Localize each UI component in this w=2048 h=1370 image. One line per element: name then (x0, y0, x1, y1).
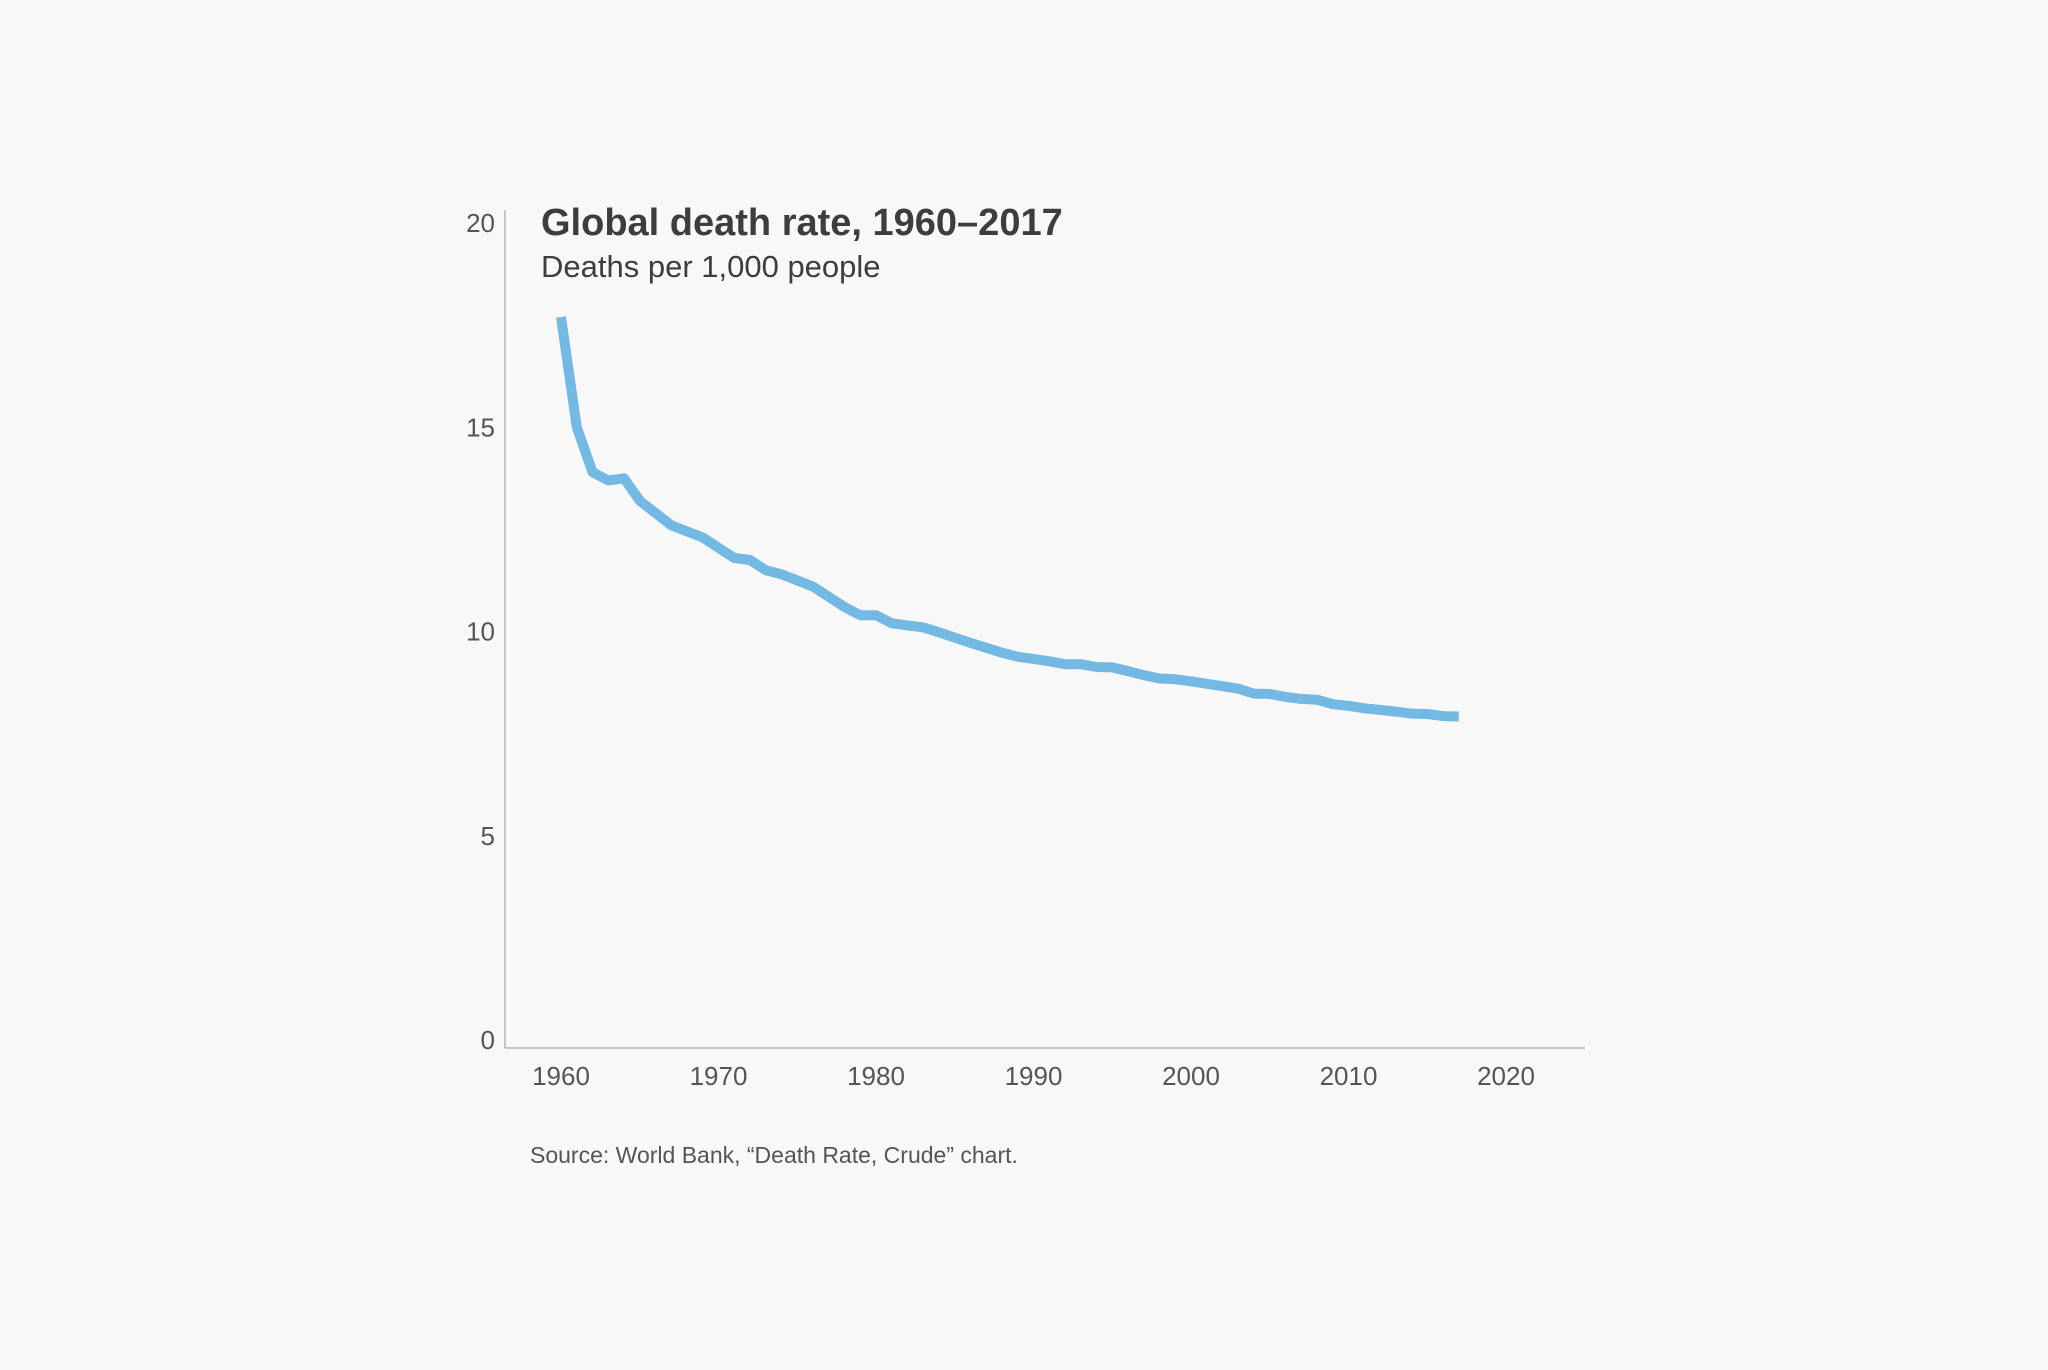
data-point (998, 649, 1006, 657)
data-point (573, 423, 581, 431)
data-point (1282, 693, 1290, 701)
data-point (1376, 706, 1384, 714)
chart-subtitle: Deaths per 1,000 people (541, 249, 881, 284)
data-point (762, 566, 770, 574)
y-tick-label: 15 (466, 412, 495, 442)
data-point (1439, 712, 1447, 720)
data-point (1392, 708, 1400, 716)
x-tick-labels: 1960 1970 1980 1990 2000 2010 2020 (532, 1061, 1535, 1091)
x-tick-label: 2010 (1320, 1061, 1378, 1091)
x-tick-label: 2020 (1477, 1061, 1535, 1091)
data-point (935, 628, 943, 636)
data-point (715, 544, 723, 552)
data-point (636, 497, 644, 505)
series-layer (556, 316, 1459, 722)
y-tick-label: 20 (466, 208, 495, 238)
data-point (1203, 680, 1211, 688)
data-point (620, 474, 628, 482)
data-point (872, 611, 880, 619)
data-point (841, 603, 849, 611)
data-point (1093, 663, 1101, 671)
data-point (1345, 702, 1353, 710)
y-tick-label: 10 (466, 617, 495, 647)
data-point (967, 639, 975, 647)
data-point (1014, 653, 1022, 661)
x-tick-label: 1980 (847, 1061, 905, 1091)
data-point (809, 583, 817, 591)
source-note: Source: World Bank, “Death Rate, Crude” … (530, 1142, 1018, 1168)
data-point (1297, 695, 1305, 703)
data-point (778, 570, 786, 578)
data-point (1061, 660, 1069, 668)
data-point (1234, 685, 1242, 693)
data-point (557, 313, 565, 321)
data-point (604, 476, 612, 484)
data-point (1140, 671, 1148, 679)
data-point (730, 554, 738, 562)
x-tick-label: 1990 (1005, 1061, 1063, 1091)
data-point (856, 611, 864, 619)
data-point (746, 556, 754, 564)
data-point (1360, 704, 1368, 712)
data-point (982, 644, 990, 652)
x-tick-label: 2000 (1162, 1061, 1220, 1091)
data-point (1077, 660, 1085, 668)
data-point (1124, 667, 1132, 675)
data-point (589, 468, 597, 476)
chart-title: Global death rate, 1960–2017 (541, 202, 1063, 244)
data-point (683, 527, 691, 535)
x-tick-label: 1970 (690, 1061, 748, 1091)
data-point (1423, 710, 1431, 718)
data-point (951, 634, 959, 642)
data-point (667, 521, 675, 529)
data-point (1156, 675, 1164, 683)
data-point (1408, 710, 1416, 718)
data-point (825, 593, 833, 601)
data-point (652, 509, 660, 517)
axes (504, 210, 1585, 1049)
y-tick-label: 5 (481, 821, 495, 851)
data-point (1219, 682, 1227, 690)
y-tick-label: 0 (481, 1025, 495, 1055)
data-point (1171, 675, 1179, 683)
data-point (904, 621, 912, 629)
data-point (793, 576, 801, 584)
data-point (1329, 700, 1337, 708)
y-tick-labels: 0 5 10 15 20 (466, 208, 495, 1055)
data-point (1108, 663, 1116, 671)
data-point (699, 534, 707, 542)
data-point (888, 619, 896, 627)
death-rate-line (556, 316, 1459, 722)
data-point (1250, 690, 1258, 698)
data-point (919, 623, 927, 631)
data-point (1455, 713, 1463, 721)
data-point (1030, 655, 1038, 663)
data-point (1045, 657, 1053, 665)
x-tick-label: 1960 (532, 1061, 590, 1091)
data-point (1313, 696, 1321, 704)
data-point (1187, 677, 1195, 685)
data-point (1266, 690, 1274, 698)
